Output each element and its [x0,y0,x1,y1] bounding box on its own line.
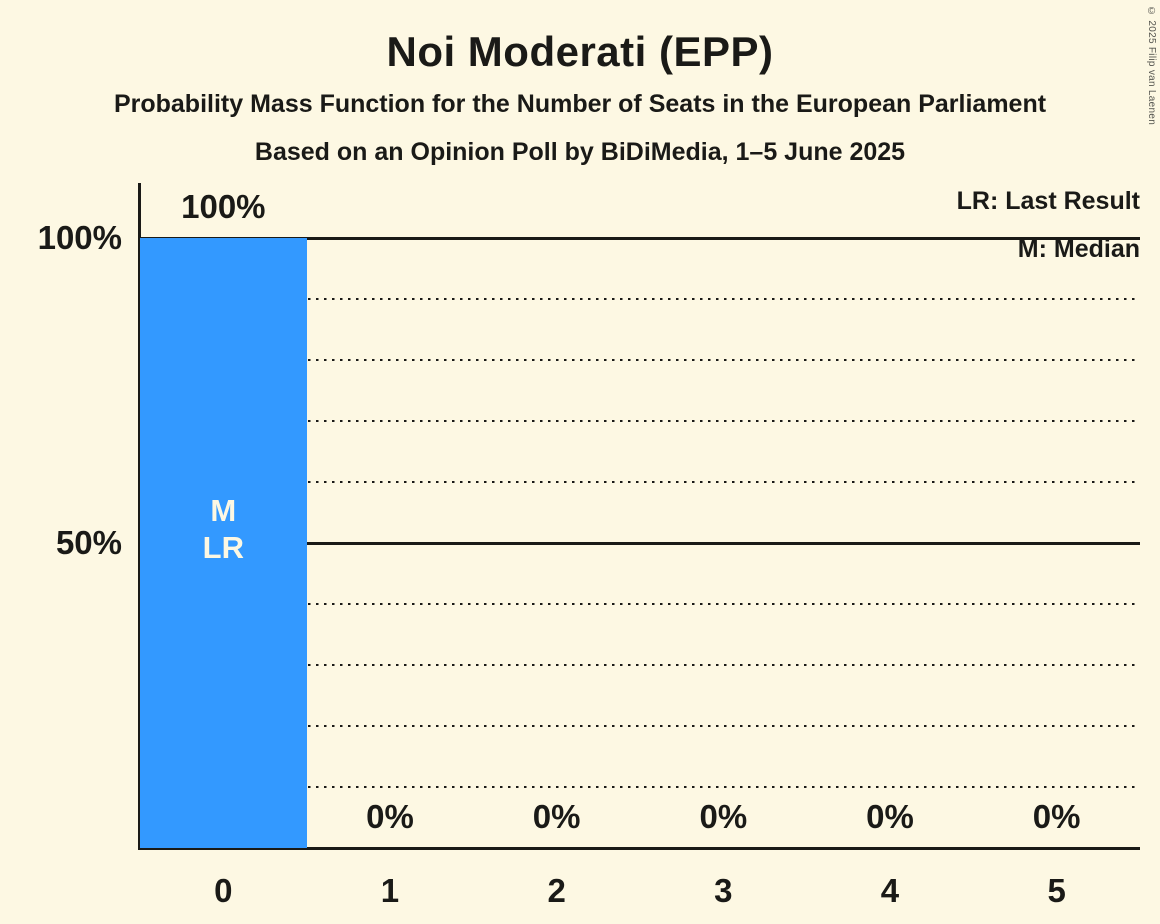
legend-last-result: LR: Last Result [956,187,1140,215]
gridline-solid [140,541,1140,545]
gridline-dotted [140,724,1140,728]
bar-value-label: 0% [532,798,581,835]
gridline-dotted [140,358,1140,362]
gridline-solid [140,236,1140,240]
page-title: Noi Moderati (EPP) [386,28,774,75]
bar-value-label: 0% [366,798,414,835]
x-axis-tick-label: 1 [380,872,400,909]
chart-subtitle: Probability Mass Function for the Number… [113,90,1047,118]
y-axis-tick-label: 50% [55,524,122,561]
annotation-line: LR [202,530,244,565]
annotation-line: M [210,493,237,528]
y-axis-tick-label: 100% [37,219,122,256]
gridline-dotted [140,480,1140,484]
bar-value-label: 0% [866,798,914,835]
gridline-dotted [140,785,1140,789]
x-axis-tick-label: 0 [214,872,233,909]
bar-value-label: 0% [1032,798,1081,835]
gridline-dotted [140,297,1140,301]
median-last-result-annotation: M LR [140,492,307,566]
bar-value-label: 0% [699,798,748,835]
bar-value-label: 100% [181,188,266,225]
x-axis-tick-label: 5 [1047,872,1066,909]
gridline-dotted [140,602,1140,606]
bar [140,238,307,848]
x-axis-tick-label: 3 [714,872,733,909]
x-axis-line [138,847,1140,850]
gridline-dotted [140,663,1140,667]
x-axis-tick-label: 2 [547,872,566,909]
copyright-notice: © 2025 Filip van Laenen [1146,6,1157,126]
chart-poll-source: Based on an Opinion Poll by BiDiMedia, 1… [254,138,906,166]
y-axis-line [138,183,141,850]
legend-median: M: Median [1017,235,1140,263]
x-axis-tick-label: 4 [880,872,900,909]
gridline-dotted [140,419,1140,423]
